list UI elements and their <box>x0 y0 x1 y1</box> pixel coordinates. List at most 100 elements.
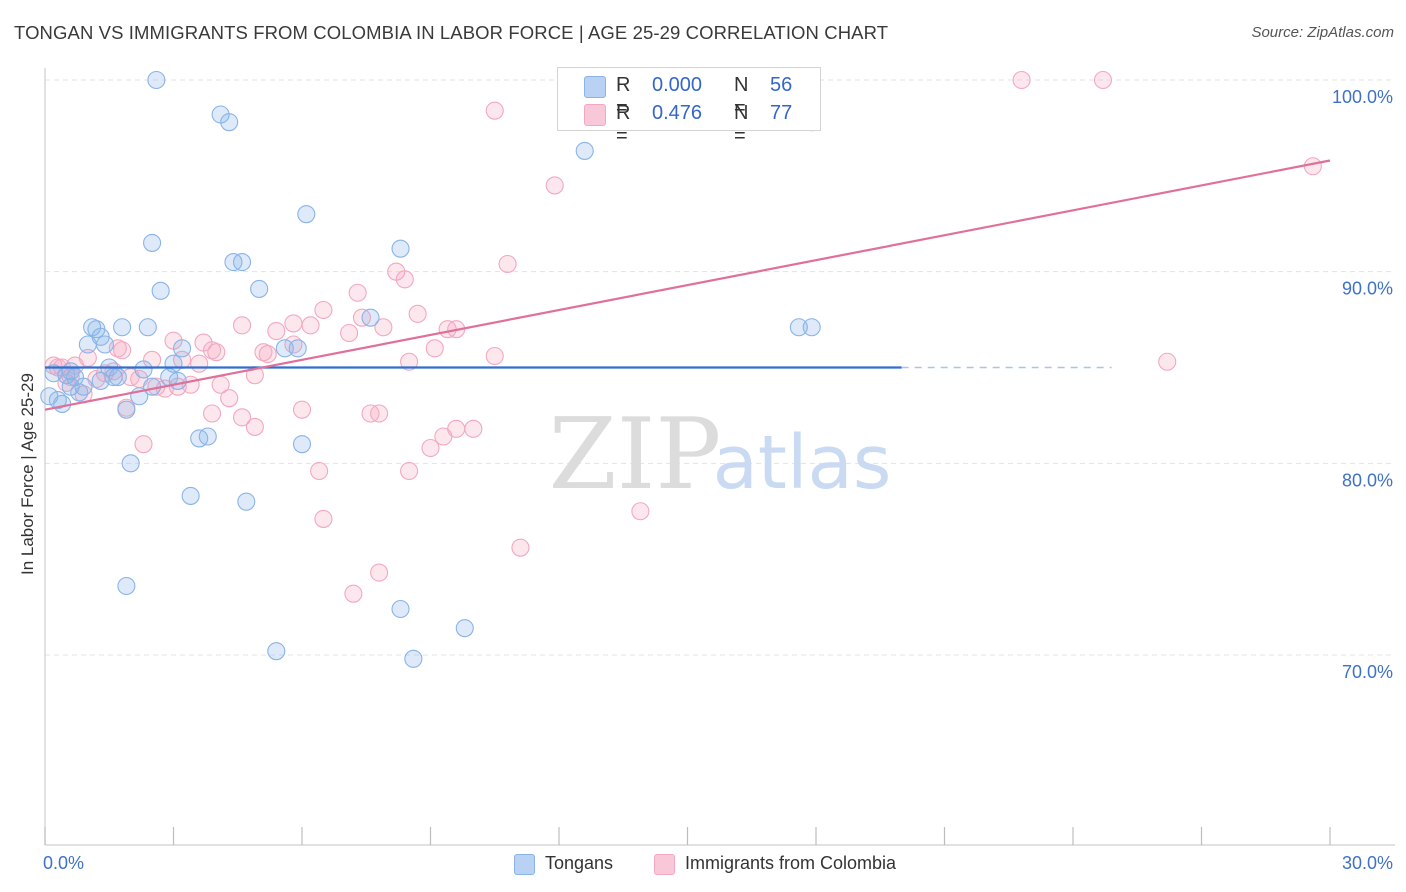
colombia-point <box>203 341 222 360</box>
colombia-point <box>348 283 367 302</box>
tongans-point <box>151 281 170 300</box>
colombia-point <box>232 316 252 335</box>
tongans-r-value: 0.000 <box>652 74 703 96</box>
colombia-r-value: 0.476 <box>652 102 703 124</box>
x-tick-label: 0.0% <box>43 853 84 873</box>
colombia-point <box>631 502 650 521</box>
r-label: R = <box>616 74 631 119</box>
colombia-point <box>545 176 564 195</box>
source-label: Source: ZipAtlas.com <box>1251 24 1394 41</box>
colombia-point <box>421 438 440 458</box>
colombia-n-value: 77 <box>770 102 793 124</box>
colombia-point <box>1093 70 1113 90</box>
tongans-point <box>232 253 252 272</box>
colombia-point <box>310 461 329 481</box>
colombia-point <box>425 339 444 358</box>
y-tick-label: 90.0% <box>1342 279 1393 299</box>
y-tick-label: 100.0% <box>1332 87 1393 107</box>
tongans-point <box>404 649 423 668</box>
colombia-point <box>258 345 277 364</box>
colombia-point <box>408 304 427 323</box>
tongans-point <box>455 619 474 638</box>
tongans-point <box>143 233 162 252</box>
watermark-zip: ZIP <box>549 398 722 512</box>
tongans-point <box>117 400 136 419</box>
colombia-point <box>267 322 286 341</box>
colombia-point <box>245 417 264 436</box>
tongans-point <box>173 339 192 358</box>
tongans-point <box>391 599 410 619</box>
colombia-swatch <box>584 104 606 126</box>
tongans-point <box>267 642 286 661</box>
colombia-point <box>344 584 363 603</box>
tongans-point <box>575 141 594 160</box>
tongans-point <box>802 318 821 337</box>
tongans-legend-label: Tongans <box>545 853 614 873</box>
y-tick-label: 80.0% <box>1342 470 1393 490</box>
axes <box>44 68 1395 846</box>
tongans-point <box>190 429 209 448</box>
colombia-point <box>1303 157 1322 176</box>
correlation-legend: R = 0.000 N = 56 R = 0.476 N = 77 <box>557 67 821 147</box>
tongans-point <box>91 371 110 390</box>
tongans-point <box>147 70 166 90</box>
tongans-point <box>288 339 307 358</box>
n-label: N = <box>734 102 749 147</box>
tongans-point <box>220 113 239 132</box>
tongans-point <box>134 360 153 379</box>
colombia-point <box>395 270 414 289</box>
colombia-point <box>190 354 209 373</box>
grid-lines <box>45 79 1395 656</box>
colombia-point <box>1012 70 1031 90</box>
tongans-swatch <box>584 76 606 98</box>
watermark-atlas: atlas <box>713 420 892 506</box>
y-tick-label: 70.0% <box>1342 662 1393 682</box>
tongans-point <box>181 486 200 505</box>
tongans-point <box>117 576 136 596</box>
tongans-point <box>160 368 179 387</box>
colombia-point <box>370 404 389 423</box>
tongans-n-value: 56 <box>770 74 793 96</box>
tongans-point <box>237 492 256 511</box>
colombia-point <box>232 408 252 427</box>
tongans-point <box>361 308 380 327</box>
colombia-point <box>498 254 517 274</box>
y-axis-label: In Labor Force | Age 25-29 <box>18 373 37 575</box>
tongans-point <box>74 377 93 396</box>
colombia-point <box>485 101 504 120</box>
colombia-point <box>284 314 303 333</box>
r-label: R = <box>616 102 631 147</box>
colombia-point <box>134 435 153 454</box>
colombia-point <box>292 400 312 419</box>
n-label: N = <box>734 74 749 119</box>
colombia-point <box>370 563 389 582</box>
tongans-point <box>250 279 269 298</box>
tongans-point <box>61 362 80 381</box>
tongans-point <box>138 318 157 337</box>
tongans-point <box>789 318 808 337</box>
colombia-point <box>400 461 419 481</box>
colombia-point <box>485 346 504 366</box>
tongans-point <box>297 205 316 224</box>
colombia-point <box>400 352 419 371</box>
tongans-point <box>391 239 410 258</box>
colombia-point <box>301 316 320 335</box>
colombia-point <box>1158 352 1177 371</box>
colombia-point <box>447 419 466 438</box>
tongans-point <box>113 318 132 337</box>
tongans-legend-swatch <box>514 854 535 875</box>
tongans-point <box>40 387 59 406</box>
colombia-point <box>464 419 483 438</box>
colombia-legend-swatch <box>654 854 675 875</box>
colombia-point <box>314 509 333 528</box>
tongans-point <box>121 454 140 473</box>
tongans-point <box>275 339 294 358</box>
colombia-trend-line <box>44 159 1331 411</box>
colombia-point <box>374 318 393 337</box>
colombia-point <box>220 389 239 408</box>
chart-title: TONGAN VS IMMIGRANTS FROM COLOMBIA IN LA… <box>14 22 889 43</box>
colombia-point <box>340 323 359 343</box>
colombia-point <box>314 300 333 320</box>
x-tick-label: 30.0% <box>1342 853 1393 873</box>
